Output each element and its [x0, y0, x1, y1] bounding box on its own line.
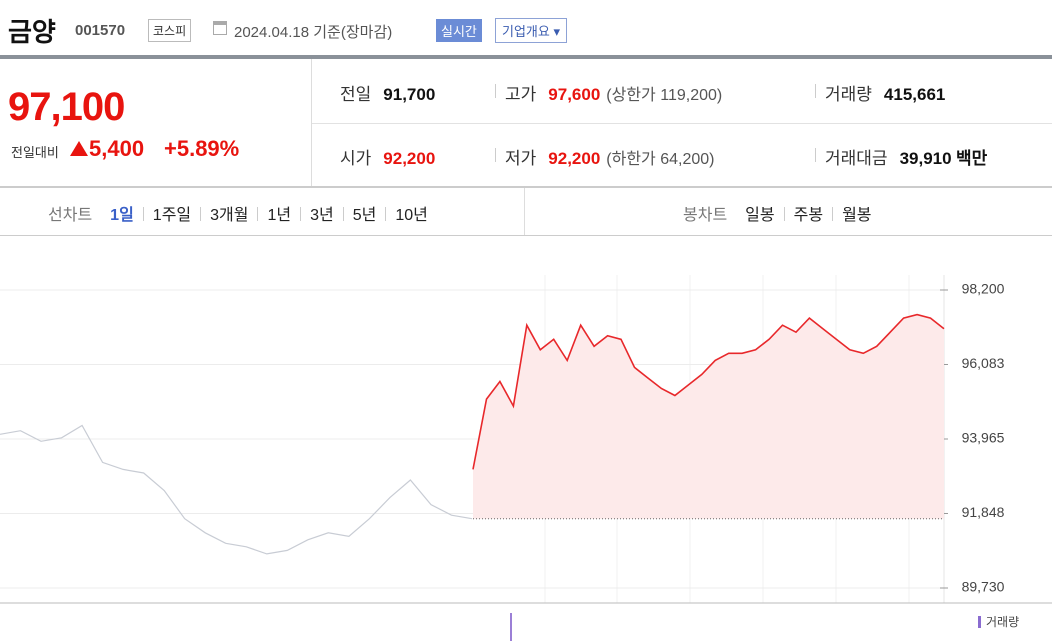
cell-extra: (하한가 64,200): [606, 151, 715, 168]
extra-value: 64,200: [660, 151, 710, 168]
tab[interactable]: 1주일: [152, 207, 192, 224]
tab[interactable]: 1년: [267, 207, 292, 224]
current-price: 97,100: [8, 85, 125, 129]
row-divider: [312, 123, 1052, 124]
cell-unit: 백만: [956, 149, 988, 168]
cell-label: 저가: [505, 149, 537, 168]
cell-separator: [495, 148, 496, 162]
volume-legend-icon: [978, 616, 981, 628]
tab[interactable]: 일봉: [745, 207, 775, 224]
tab[interactable]: 월봉: [842, 207, 872, 224]
tab-separator: [832, 207, 834, 221]
price-line: [0, 424, 473, 555]
cell-separator: [815, 148, 816, 162]
stock-name: 금양: [8, 17, 56, 47]
cell-value: 92,200: [383, 149, 436, 168]
cell-label: 시가: [340, 149, 372, 168]
cell-label: 고가: [505, 85, 537, 104]
cell-separator: [815, 84, 816, 98]
chart: 거래량 89,730 91,848 93,965 96,083 98,200: [0, 275, 1052, 641]
market-badge: 코스피: [148, 19, 192, 42]
stock-code: 001570: [75, 22, 126, 39]
header: 금양 001570 코스피 2024.04.18 기준(장마감) 실시간 기업개…: [0, 0, 1052, 55]
y-tick-label: 96,083: [962, 355, 1005, 371]
up-icon: [70, 141, 88, 156]
change-rate: +5.89%: [164, 136, 240, 161]
divider: [0, 55, 1052, 59]
tab-separator: [200, 207, 202, 221]
extra-label: 상한가: [611, 87, 656, 104]
price-line: [472, 313, 945, 470]
tab[interactable]: 주봉: [793, 207, 824, 224]
chart-tabs: 선차트 1일 1주일 3개월 1년 3년 5년 10년 봉차트 일봉 주봉 월봉: [0, 187, 1052, 236]
cell-label: 전일: [340, 85, 372, 104]
cell-value: 415,661: [883, 85, 946, 104]
y-tick-label: 91,848: [962, 504, 1005, 520]
price-box: 97,100 전일대비 5,400 +5.89%: [0, 59, 312, 186]
tab[interactable]: 3년: [310, 207, 334, 224]
summary-cell: 전일 91,700: [340, 80, 435, 105]
summary-cell: 저가 92,200 (하한가 64,200): [495, 144, 715, 169]
tab[interactable]: 5년: [352, 207, 377, 224]
date: 2024.04.18 기준(장마감): [234, 21, 392, 42]
y-tick-label: 93,965: [962, 430, 1005, 446]
tab[interactable]: 1일: [110, 207, 134, 224]
company-info-button[interactable]: 기업개요 ▾: [495, 18, 567, 43]
tab-separator: [385, 207, 387, 221]
divider: [0, 186, 1052, 187]
tab-divider: [524, 188, 525, 235]
cell-extra: (상한가 119,200): [606, 87, 723, 104]
tab-group-label: 선차트: [48, 207, 93, 224]
tab-group: 선차트 1일 1주일 3개월 1년 3년 5년 10년: [48, 201, 428, 225]
summary-cell: 거래량 415,661: [815, 80, 946, 105]
cell-value: 97,600: [548, 85, 601, 104]
summary-cell: 고가 97,600 (상한가 119,200): [495, 80, 723, 105]
cell-value: 39,910: [899, 149, 952, 168]
change-label: 전일대비: [11, 145, 59, 160]
extra-value: 119,200: [660, 87, 717, 104]
cell-label: 거래대금: [825, 149, 888, 168]
tab-separator: [142, 207, 144, 221]
cell-separator: [495, 84, 496, 98]
y-tick-label: 98,200: [962, 281, 1005, 297]
tab-separator: [257, 207, 259, 221]
tab-separator: [783, 207, 785, 221]
tab-group: 봉차트 일봉 주봉 월봉: [683, 201, 872, 225]
tab-separator: [300, 207, 302, 221]
y-tick-label: 89,730: [962, 579, 1005, 595]
company-info-label: 기업개요: [502, 24, 550, 39]
cell-label: 거래량: [825, 85, 872, 104]
realtime-button[interactable]: 실시간: [436, 19, 482, 42]
summary-cell: 거래대금 39,910 백만: [815, 144, 988, 169]
area-fill: [473, 314, 944, 519]
tab[interactable]: 10년: [395, 207, 428, 224]
change: 5,400: [89, 136, 145, 161]
volume-label: 거래량: [986, 615, 1019, 629]
calendar-icon: [213, 21, 227, 35]
date-note: 기준(장마감): [313, 24, 393, 41]
date-value: 2024.04.18: [234, 24, 310, 41]
summary-cell: 시가 92,200: [340, 144, 435, 169]
cell-value: 92,200: [548, 149, 601, 168]
extra-label: 하한가: [611, 151, 656, 168]
tab[interactable]: 3개월: [210, 207, 249, 224]
cell-value: 91,700: [383, 85, 436, 104]
tab-group-label: 봉차트: [683, 207, 728, 224]
tab-separator: [342, 207, 344, 221]
